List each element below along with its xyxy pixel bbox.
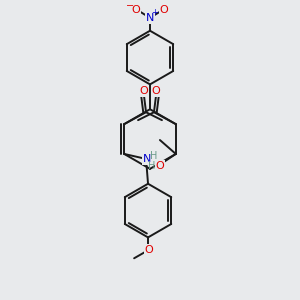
- Text: N: N: [143, 154, 151, 164]
- Text: N: N: [146, 13, 154, 23]
- Text: O: O: [155, 161, 164, 171]
- Text: +: +: [152, 8, 158, 17]
- Text: O: O: [152, 86, 160, 96]
- Text: H: H: [148, 161, 156, 171]
- Text: O: O: [145, 245, 153, 255]
- Text: H: H: [150, 151, 158, 161]
- Text: −: −: [126, 1, 134, 11]
- Text: O: O: [132, 5, 140, 15]
- Text: O: O: [140, 86, 148, 96]
- Text: O: O: [160, 5, 168, 15]
